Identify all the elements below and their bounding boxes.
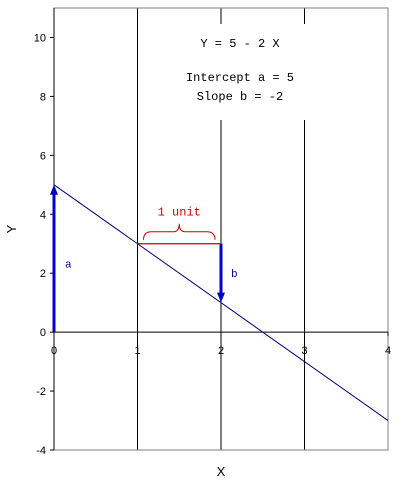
y-tick-label: 6: [40, 150, 46, 162]
tick-labels: -4 -2 0 2 4 6 8 10 0 1 2 3 4: [34, 32, 391, 457]
x-tick-label: 0: [51, 345, 57, 357]
y-tick-label: 10: [34, 32, 46, 44]
x-tick-label: 1: [134, 345, 140, 357]
y-tick-label: 2: [40, 268, 46, 280]
equation-text: Y = 5 - 2 X: [200, 37, 279, 51]
y-tick-label: 4: [40, 209, 46, 221]
x-tick-label: 2: [218, 345, 224, 357]
slope-arrow-head: [217, 292, 225, 303]
annotation-box-background: [165, 24, 315, 120]
x-tick-label: 3: [301, 345, 307, 357]
y-tick-label: 8: [40, 91, 46, 103]
unit-brace: [143, 223, 216, 240]
x-axis-title: X: [217, 464, 226, 479]
y-tick-label: -4: [36, 445, 46, 457]
annotations: a b 1 unit: [50, 184, 238, 333]
y-tick-label: -2: [36, 386, 46, 398]
intercept-text: Intercept a = 5: [186, 71, 294, 85]
intercept-arrow-head: [50, 184, 58, 195]
x-tick-label: 4: [385, 345, 391, 357]
y-axis-title: Y: [4, 224, 19, 233]
intercept-arrow-label: a: [65, 259, 72, 271]
unit-label: 1 unit: [158, 206, 201, 220]
slope-text: Slope b = -2: [197, 90, 283, 104]
y-tick-label: 0: [40, 327, 46, 339]
slope-arrow-label: b: [231, 269, 238, 281]
annotation-box: Y = 5 - 2 X Intercept a = 5 Slope b = -2: [165, 24, 315, 120]
